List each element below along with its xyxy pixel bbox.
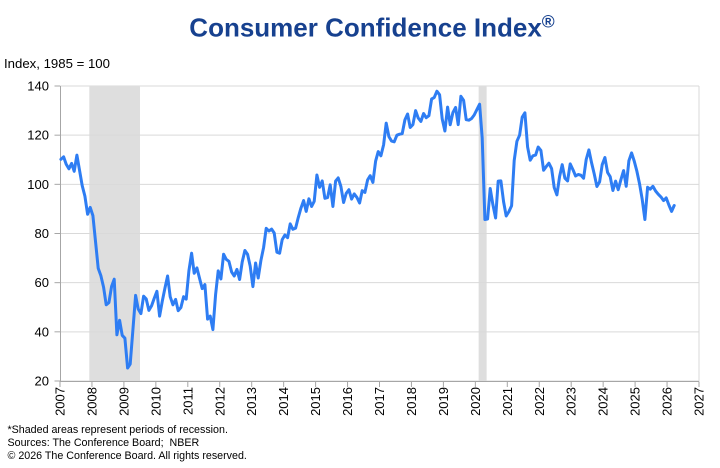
svg-text:Sources: The Conference Board;: Sources: The Conference Board; NBER [8,437,200,449]
svg-text:*Shaded areas represent period: *Shaded areas represent periods of reces… [8,424,228,436]
svg-text:2011: 2011 [180,387,195,415]
svg-text:2010: 2010 [148,387,163,416]
svg-text:2015: 2015 [308,387,323,416]
svg-text:140: 140 [27,79,49,94]
svg-text:2009: 2009 [116,387,131,416]
svg-text:20: 20 [35,374,49,389]
svg-text:2024: 2024 [596,387,611,416]
svg-text:2026: 2026 [660,387,675,416]
svg-text:2018: 2018 [404,387,419,416]
svg-text:© 2026 The Conference Board. A: © 2026 The Conference Board. All rights … [8,450,247,462]
svg-text:2014: 2014 [276,387,291,416]
svg-text:2008: 2008 [84,387,99,416]
svg-text:2021: 2021 [500,387,515,416]
svg-text:60: 60 [35,275,49,290]
svg-text:100: 100 [27,177,49,192]
svg-text:40: 40 [35,324,49,339]
svg-text:80: 80 [35,226,49,241]
svg-text:2013: 2013 [244,387,259,416]
svg-text:2016: 2016 [340,387,355,416]
svg-text:Consumer Confidence Index®: Consumer Confidence Index® [189,12,555,43]
svg-text:2020: 2020 [468,387,483,416]
svg-text:2025: 2025 [628,387,643,416]
svg-text:Index, 1985 = 100: Index, 1985 = 100 [4,56,110,71]
svg-text:2027: 2027 [692,387,707,416]
svg-text:2007: 2007 [53,387,68,416]
svg-text:2012: 2012 [212,387,227,416]
svg-text:120: 120 [27,128,49,143]
svg-text:2023: 2023 [564,387,579,416]
svg-text:2019: 2019 [436,387,451,416]
svg-text:2017: 2017 [372,387,387,416]
svg-text:2022: 2022 [532,387,547,416]
